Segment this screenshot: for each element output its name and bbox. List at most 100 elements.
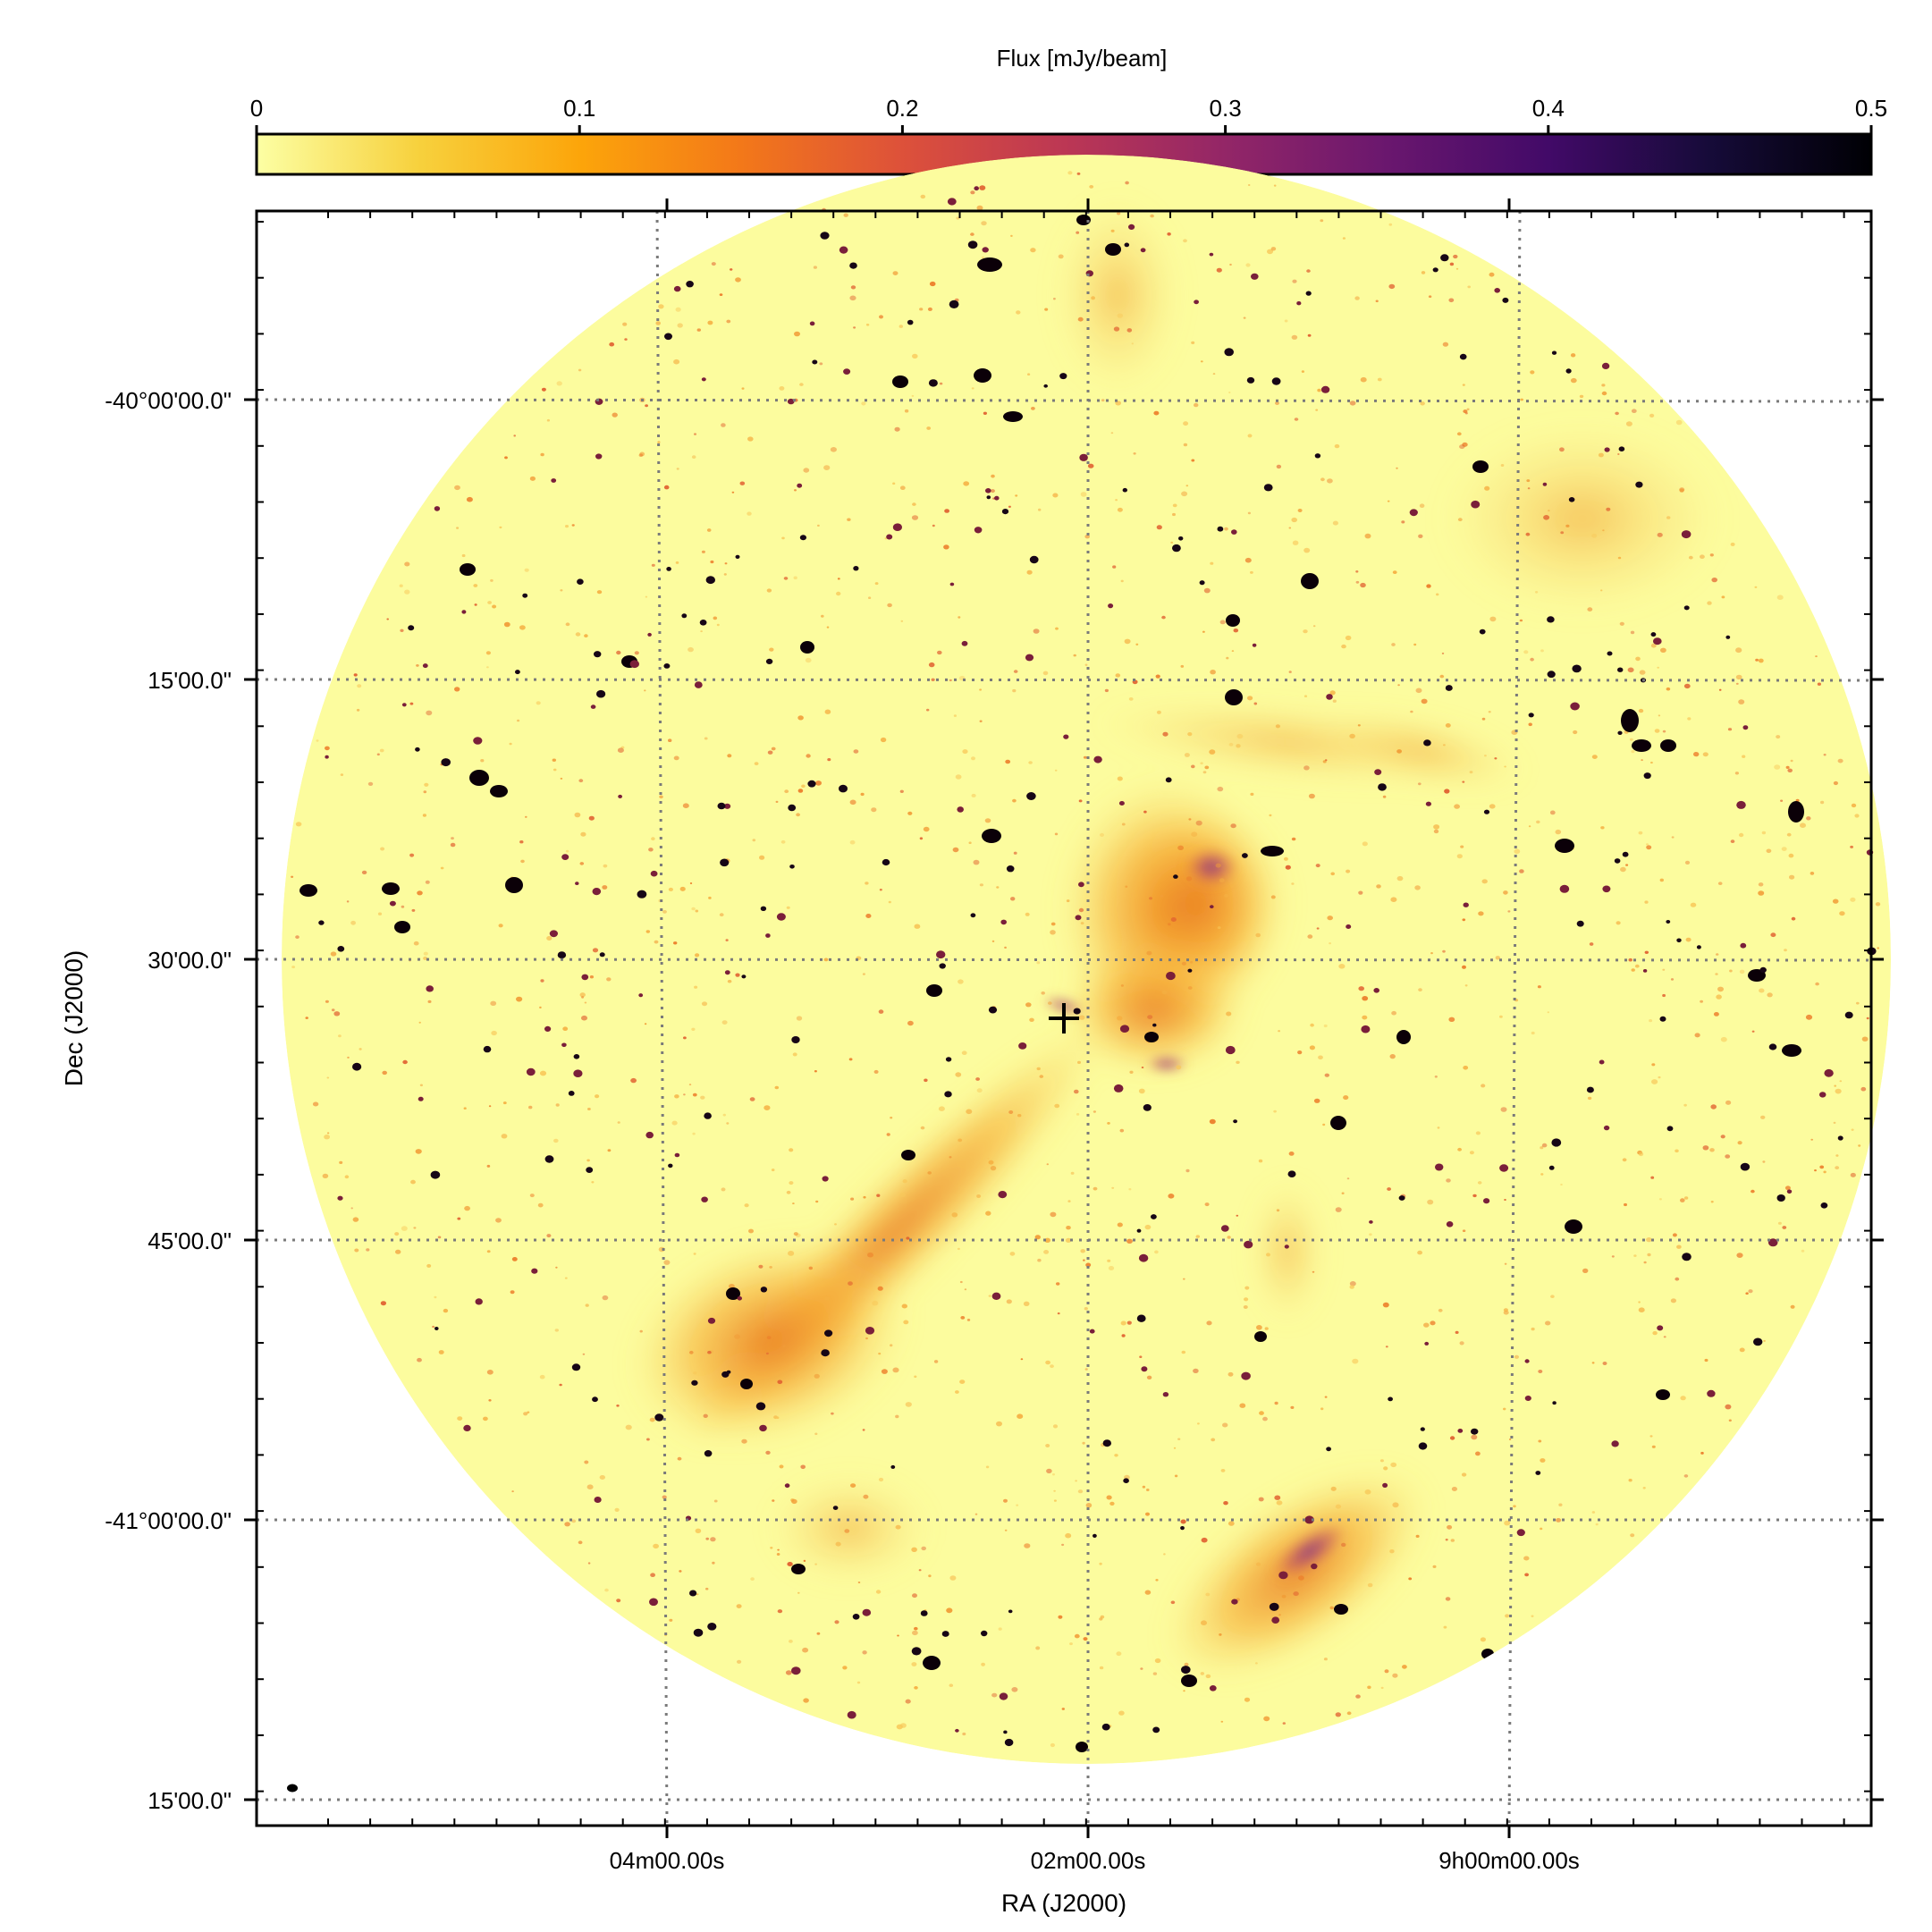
noise-speck	[1083, 1637, 1088, 1641]
noise-speck	[402, 1059, 408, 1065]
compact-source	[988, 1006, 998, 1014]
compact-source	[1472, 460, 1489, 473]
noise-speck	[783, 577, 789, 580]
noise-speck	[457, 1416, 463, 1421]
noise-speck	[338, 1034, 342, 1038]
compact-source	[1696, 945, 1701, 949]
noise-speck	[546, 936, 553, 941]
noise-speck	[707, 320, 713, 325]
noise-speck	[1710, 1104, 1717, 1109]
noise-speck	[1547, 1011, 1550, 1014]
compact-source	[1374, 769, 1382, 775]
noise-speck	[1146, 1489, 1150, 1491]
compact-source	[1601, 362, 1610, 369]
compact-source	[490, 785, 508, 797]
noise-speck	[911, 1547, 917, 1553]
noise-speck	[979, 185, 986, 190]
compact-source	[1499, 1164, 1509, 1172]
noise-speck	[1224, 527, 1228, 531]
compact-source	[1565, 368, 1572, 374]
noise-speck	[1700, 1451, 1704, 1455]
compact-source	[1361, 1025, 1371, 1033]
noise-speck	[741, 1438, 747, 1444]
noise-speck	[1161, 990, 1168, 995]
noise-speck	[1810, 872, 1815, 875]
noise-speck	[688, 1084, 692, 1086]
noise-speck	[1093, 1186, 1098, 1191]
noise-speck	[907, 811, 913, 815]
noise-speck	[1294, 418, 1299, 421]
noise-speck	[1445, 1597, 1451, 1601]
noise-speck	[1142, 1485, 1146, 1489]
noise-speck	[1170, 917, 1177, 922]
noise-speck	[1036, 961, 1041, 965]
noise-speck	[1730, 542, 1735, 546]
noise-speck	[1099, 1562, 1102, 1565]
noise-speck	[911, 1662, 917, 1666]
noise-speck	[970, 232, 974, 236]
noise-speck	[1307, 934, 1313, 939]
noise-speck	[1598, 452, 1604, 458]
compact-source	[981, 1630, 988, 1637]
noise-speck	[1788, 853, 1794, 858]
noise-speck	[1647, 1253, 1651, 1257]
compact-source	[1118, 801, 1125, 806]
noise-speck	[527, 1411, 530, 1413]
noise-speck	[988, 1295, 991, 1297]
noise-speck	[1736, 1253, 1743, 1258]
noise-speck	[1500, 1107, 1507, 1112]
noise-speck	[1654, 729, 1660, 733]
noise-speck	[1717, 986, 1724, 992]
noise-speck	[1329, 690, 1336, 696]
noise-speck	[1602, 529, 1605, 532]
noise-speck	[1638, 1152, 1644, 1157]
noise-speck	[1303, 695, 1308, 697]
noise-speck	[1323, 1024, 1328, 1028]
noise-speck	[1720, 1135, 1725, 1139]
noise-speck	[443, 1308, 449, 1313]
noise-speck	[1469, 771, 1473, 774]
noise-speck	[675, 307, 681, 312]
y-tick-label: 30'00.0"	[148, 947, 232, 974]
noise-speck	[914, 1686, 918, 1690]
noise-speck	[1239, 1403, 1246, 1408]
noise-speck	[1631, 750, 1635, 754]
compact-source	[1136, 1228, 1142, 1233]
noise-speck	[333, 1011, 341, 1017]
noise-speck	[1508, 1438, 1512, 1440]
noise-speck	[727, 979, 732, 983]
noise-speck	[1037, 1258, 1042, 1262]
noise-speck	[1217, 926, 1221, 930]
compact-source	[1326, 694, 1333, 700]
noise-speck	[716, 623, 720, 627]
noise-speck	[673, 941, 678, 945]
noise-speck	[1013, 851, 1017, 855]
compact-source	[1742, 725, 1749, 730]
noise-speck	[1536, 820, 1540, 824]
noise-speck	[1343, 1095, 1349, 1101]
noise-speck	[1219, 620, 1226, 625]
colorbar-tick-label: 0.5	[1855, 95, 1887, 122]
compact-source	[618, 794, 622, 798]
noise-speck	[1155, 1579, 1159, 1582]
noise-speck	[1015, 494, 1018, 497]
noise-speck	[1255, 1562, 1261, 1566]
noise-speck	[1170, 541, 1174, 544]
noise-speck	[1658, 1198, 1662, 1201]
noise-speck	[794, 489, 797, 492]
noise-speck	[1625, 421, 1632, 426]
noise-speck	[1039, 1075, 1044, 1078]
noise-speck	[1052, 1473, 1055, 1476]
noise-speck	[1388, 223, 1393, 226]
noise-speck	[963, 481, 970, 486]
noise-speck	[1426, 584, 1431, 588]
noise-speck	[1418, 988, 1422, 991]
compact-source	[1483, 1198, 1490, 1204]
noise-speck	[1646, 1237, 1652, 1243]
noise-speck	[979, 883, 983, 887]
noise-speck	[985, 1211, 991, 1216]
noise-speck	[1346, 1711, 1352, 1716]
compact-source	[1225, 689, 1243, 705]
colorbar-tick-label: 0.1	[563, 95, 595, 122]
compact-source	[939, 963, 946, 969]
